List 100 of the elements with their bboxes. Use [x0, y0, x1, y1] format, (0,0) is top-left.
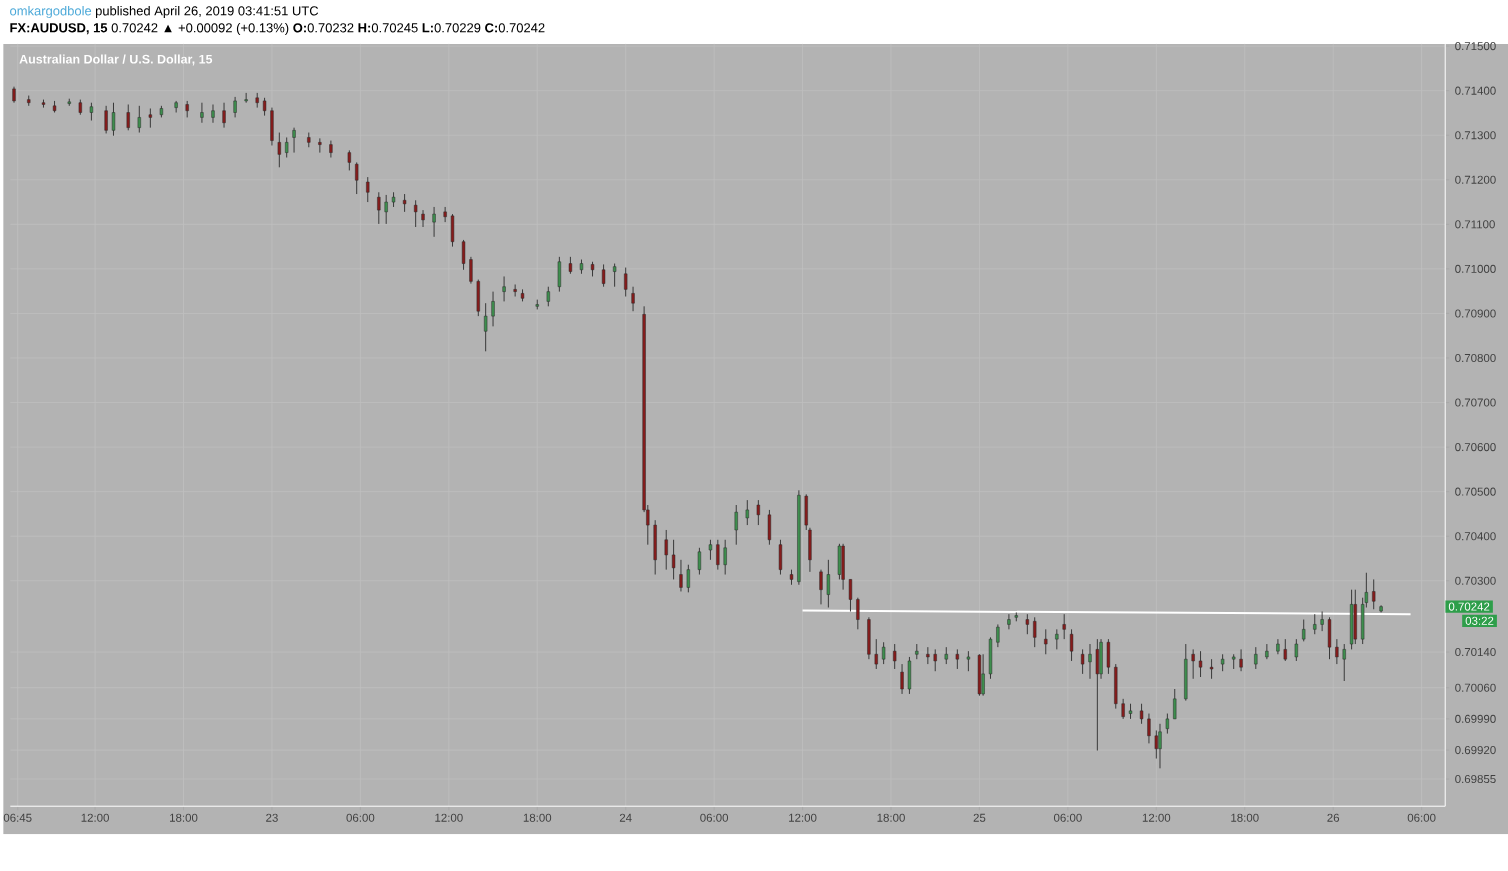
candlestick [277, 132, 281, 168]
candlestick [708, 539, 713, 561]
text: 0.70242 [1448, 602, 1490, 611]
candlestick [1088, 643, 1092, 680]
candlestick [926, 646, 930, 665]
y-tick-label: 0.71100 [1455, 220, 1495, 229]
candlestick [856, 597, 860, 630]
x-tick-label: 06:00 [346, 813, 375, 822]
x-tick-label: 12:00 [81, 813, 109, 822]
candlestick [756, 499, 760, 526]
candlestick [601, 263, 606, 288]
candlestick [469, 256, 473, 285]
y-tick-label: 0.70800 [1455, 353, 1496, 363]
candlestick [285, 136, 289, 158]
candlestick [111, 102, 116, 137]
candlestick [734, 504, 738, 546]
candlestick [679, 559, 683, 592]
candlestick [1147, 713, 1151, 744]
candlestick [329, 140, 333, 158]
candlestick [1372, 578, 1376, 610]
candlestick [292, 127, 296, 154]
candlestick [104, 105, 108, 134]
candlestick [137, 105, 141, 133]
text: FX:AUDUSD, 15 0.70242 ▲ +0.00092 (+0.13%) O:0.70232 H:0.70245 L:0.70229 C:0.70242 [10, 22, 545, 35]
x-tick-label: 12:00 [435, 813, 463, 822]
candlestick [1239, 648, 1243, 672]
candlestick [881, 641, 886, 665]
candlestick [966, 650, 971, 672]
candlestick [1173, 688, 1177, 720]
text: 03:22 [1465, 616, 1494, 625]
candlestick [414, 199, 418, 228]
candlestick [1191, 648, 1195, 680]
candlestick [900, 663, 904, 695]
y-tick-label: 0.69920 [1455, 745, 1496, 755]
x-tick-label: 18:00 [523, 813, 552, 822]
candlestick [421, 209, 425, 228]
candlestick [1254, 646, 1258, 670]
candlestick [874, 638, 878, 670]
candlestick [1165, 713, 1170, 735]
candlestick [502, 275, 506, 302]
x-tick-label: 26 [1327, 813, 1340, 822]
candlestick [1044, 628, 1048, 655]
candlestick [1342, 643, 1346, 682]
candlestick [366, 176, 370, 203]
candlestick [1294, 638, 1298, 662]
candlestick [716, 539, 720, 571]
candlestick [1158, 723, 1162, 769]
candlestick [664, 529, 668, 571]
candlestick [612, 263, 617, 288]
candlestick [546, 286, 550, 307]
text: published April 26, 2019 03:41:51 UTC [95, 5, 319, 18]
x-tick-label: 25 [973, 813, 986, 822]
candlestick [826, 559, 831, 608]
x-tick-label: 23 [266, 813, 278, 822]
candlestick [513, 284, 517, 297]
y-tick-label: 0.71000 [1455, 264, 1496, 273]
candlestick [933, 648, 937, 672]
x-tick-label: 06:00 [700, 813, 729, 822]
y-tick-label: 0.71300 [1455, 131, 1496, 140]
y-tick-label: 0.70060 [1455, 683, 1496, 692]
candlestick [624, 267, 628, 297]
candlestick [355, 161, 359, 195]
x-tick-label: 18:00 [877, 813, 905, 822]
candlestick [1080, 648, 1085, 675]
candlestick [1313, 613, 1317, 635]
candlestick [697, 547, 702, 575]
candlestick [745, 499, 749, 526]
candlestick [631, 286, 635, 312]
text: omkargodbole [10, 5, 92, 18]
candlestick [484, 302, 488, 352]
y-tick-label: 0.71200 [1455, 175, 1496, 184]
y-tick-label: 0.71500 [1455, 42, 1496, 51]
candlestick [377, 191, 381, 225]
candlestick [671, 539, 676, 580]
candlestick [347, 149, 351, 171]
y-tick-label: 0.70500 [1455, 487, 1496, 496]
candlestick [126, 104, 130, 131]
candlestick [955, 648, 959, 670]
candlestick [1154, 729, 1158, 759]
y-tick-label: 0.69855 [1455, 774, 1496, 784]
candlestick [318, 137, 322, 154]
x-tick-label: 06:00 [1407, 813, 1436, 822]
candlestick [1320, 611, 1324, 632]
candlestick [686, 564, 690, 593]
candlestick [1198, 650, 1203, 678]
x-tick-label: 12:00 [789, 813, 817, 822]
candlestick [1209, 658, 1214, 680]
candlestick [1007, 613, 1011, 630]
candlestick [1062, 613, 1066, 640]
candlestick [1283, 638, 1287, 662]
x-tick-label: 24 [619, 813, 632, 822]
x-tick-label: 06:00 [1053, 813, 1082, 822]
candlestick [848, 578, 853, 612]
text: Australian Dollar / U.S. Dollar, 15 [19, 54, 213, 66]
candlestick [1025, 613, 1029, 635]
candlestick [233, 96, 237, 118]
candlestick [1139, 703, 1144, 725]
candlestick [211, 104, 215, 124]
candlestick [1335, 638, 1339, 665]
candlestick [893, 643, 897, 670]
